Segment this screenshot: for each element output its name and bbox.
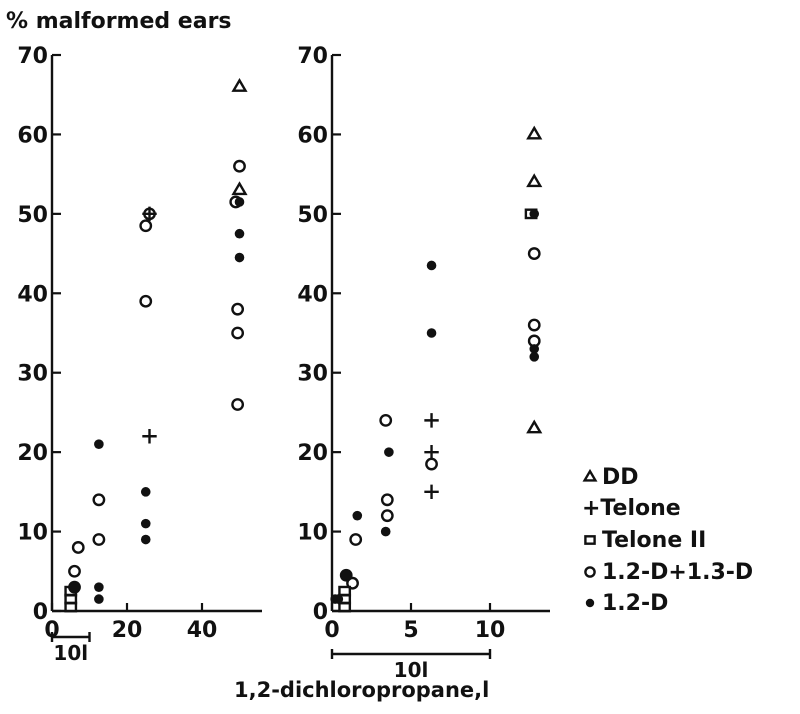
left-plus-point	[142, 429, 157, 444]
left-dot-point	[94, 594, 104, 604]
legend-circle-marker	[584, 566, 596, 578]
right-dot-point	[352, 510, 363, 521]
left-dot-point	[234, 252, 245, 263]
left-triangle-point	[231, 77, 248, 92]
left-y-tick-label: 0	[33, 600, 48, 625]
right-panel: 0 10 20 30 40 50 60 70 0 5 10 10l	[297, 44, 550, 682]
right-circle-point	[527, 247, 541, 260]
legend-label-plus: +Telone	[582, 496, 681, 521]
legend-label-dot: 1.2-D	[602, 591, 668, 616]
right-triangle-point	[526, 125, 543, 140]
right-circle-point	[425, 457, 438, 471]
right-x-tick-label: 0	[324, 618, 339, 643]
legend-square-marker	[584, 535, 596, 545]
left-circle-point	[68, 580, 81, 594]
left-y-tick-label: 40	[17, 282, 48, 307]
legend-label-circle: 1.2-D+1.3-D	[602, 560, 753, 585]
left-circle-point	[143, 207, 156, 221]
right-y-tick-label: 30	[297, 362, 328, 387]
left-x-tick-label: 20	[112, 618, 143, 643]
right-circle-point	[527, 318, 541, 332]
legend: DD +Telone Telone II 1.2-D+1.3-D 1.2-D	[582, 465, 753, 616]
left-y-tick-label: 30	[17, 362, 48, 387]
right-scale-bar-label: 10l	[394, 658, 429, 682]
left-scale-bar	[50, 632, 91, 642]
right-square-point	[338, 585, 352, 597]
right-scale-bar	[330, 649, 492, 659]
right-y-tick-label: 20	[297, 441, 328, 466]
right-triangle-point	[526, 173, 543, 188]
left-circle-point	[68, 564, 81, 578]
left-circle-point	[92, 493, 106, 507]
left-y-tick-label: 20	[17, 441, 48, 466]
left-y-tick-label: 70	[17, 44, 48, 69]
right-y-tick-label: 60	[297, 123, 328, 148]
right-dot-point	[529, 352, 540, 362]
right-dot-point	[384, 447, 394, 457]
right-plus-point	[424, 484, 439, 500]
left-dot-point	[140, 487, 151, 497]
right-dot-point	[333, 594, 344, 604]
right-x-tick-label: 5	[403, 618, 418, 643]
left-dot-point	[94, 582, 104, 592]
left-circle-point	[92, 533, 106, 546]
left-dot-point	[140, 534, 151, 545]
left-dot-point	[234, 228, 245, 239]
legend-triangle-marker	[582, 468, 598, 482]
left-circle-point	[71, 541, 85, 554]
right-circle-point	[346, 576, 359, 590]
x-axis-label: 1,2-dichloropropane,l	[234, 678, 489, 702]
right-y-tick-label: 40	[297, 282, 328, 307]
left-y-tick-label: 50	[17, 203, 48, 228]
legend-label-square: Telone II	[602, 528, 706, 553]
left-y-tick-label: 10	[17, 521, 48, 546]
right-y-tick-label: 10	[297, 521, 328, 546]
right-dot-point	[529, 209, 540, 219]
right-circle-point	[380, 493, 394, 507]
right-y-tick-label: 70	[297, 44, 328, 69]
right-dot-point	[426, 328, 437, 338]
right-circle-point	[379, 413, 393, 427]
right-y-tick-label: 0	[313, 600, 328, 625]
left-circle-point	[231, 398, 245, 411]
right-dot-point	[426, 260, 437, 271]
left-circle-point	[139, 219, 153, 233]
left-dot-point	[140, 518, 151, 529]
left-circle-point	[139, 294, 153, 308]
left-x-tick-label: 40	[187, 618, 218, 643]
left-circle-point	[233, 159, 246, 173]
left-dot-point	[69, 582, 80, 592]
left-dot-point	[94, 439, 104, 450]
right-dot-point	[341, 570, 352, 581]
right-circle-point	[349, 533, 363, 546]
left-circle-point	[231, 302, 245, 316]
left-y-tick-label: 60	[17, 123, 48, 148]
right-circle-point	[380, 509, 394, 523]
left-dot-point	[234, 197, 245, 207]
right-dot-point	[529, 344, 540, 354]
right-circle-point	[339, 568, 353, 582]
y-axis-label: % malformed ears	[6, 9, 232, 34]
right-plus-point	[424, 444, 439, 460]
legend-dot-marker	[585, 598, 595, 608]
right-dot-point	[380, 526, 391, 537]
legend-label-triangle: DD	[602, 465, 639, 490]
right-plus-point	[424, 413, 439, 428]
right-x-tick-label: 10	[475, 618, 506, 643]
left-triangle-point	[231, 181, 248, 196]
left-scale-bar-label: 10l	[53, 641, 88, 665]
right-y-tick-label: 50	[297, 203, 328, 228]
right-triangle-point	[526, 419, 543, 434]
left-circle-point	[231, 326, 245, 340]
